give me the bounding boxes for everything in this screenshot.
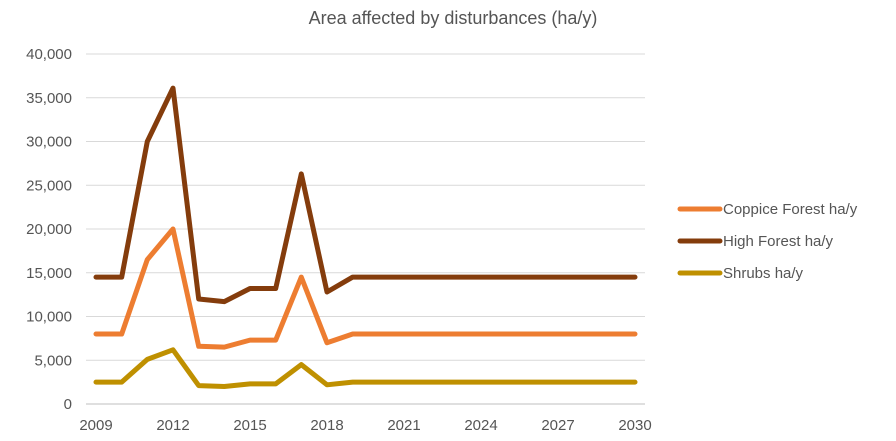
- x-axis: 2009 2012 2015 2018 2021 2024 2027 2030: [79, 417, 651, 434]
- y-tick-label: 0: [64, 396, 72, 413]
- series-lines: [93, 85, 638, 389]
- y-tick-label: 15,000: [26, 265, 72, 282]
- series-line: [93, 85, 638, 305]
- x-tick-label: 2012: [156, 417, 189, 434]
- x-tick-label: 2024: [464, 417, 497, 434]
- y-tick-label: 40,000: [26, 46, 72, 63]
- y-tick-label: 35,000: [26, 90, 72, 107]
- legend-label: Shrubs ha/y: [723, 265, 804, 282]
- y-tick-label: 20,000: [26, 221, 72, 238]
- y-tick-label: 25,000: [26, 177, 72, 194]
- x-tick-label: 2030: [618, 417, 651, 434]
- x-tick-label: 2021: [387, 417, 420, 434]
- chart-title: Area affected by disturbances (ha/y): [309, 8, 598, 28]
- y-tick-label: 10,000: [26, 309, 72, 326]
- x-tick-label: 2018: [310, 417, 343, 434]
- x-tick-label: 2015: [233, 417, 266, 434]
- y-axis: 0 5,000 10,000 15,000 20,000 25,000 30,000 35,0…: [26, 46, 72, 413]
- series-line: [93, 226, 638, 350]
- legend-label: High Forest ha/y: [723, 233, 834, 250]
- series-line: [93, 347, 638, 389]
- legend: Coppice Forest ha/y High Forest ha/y Shrub…: [677, 201, 858, 282]
- x-tick-label: 2009: [79, 417, 112, 434]
- y-tick-label: 5,000: [34, 352, 72, 369]
- y-tick-label: 30,000: [26, 134, 72, 151]
- legend-label: Coppice Forest ha/y: [723, 201, 858, 218]
- x-tick-label: 2027: [541, 417, 574, 434]
